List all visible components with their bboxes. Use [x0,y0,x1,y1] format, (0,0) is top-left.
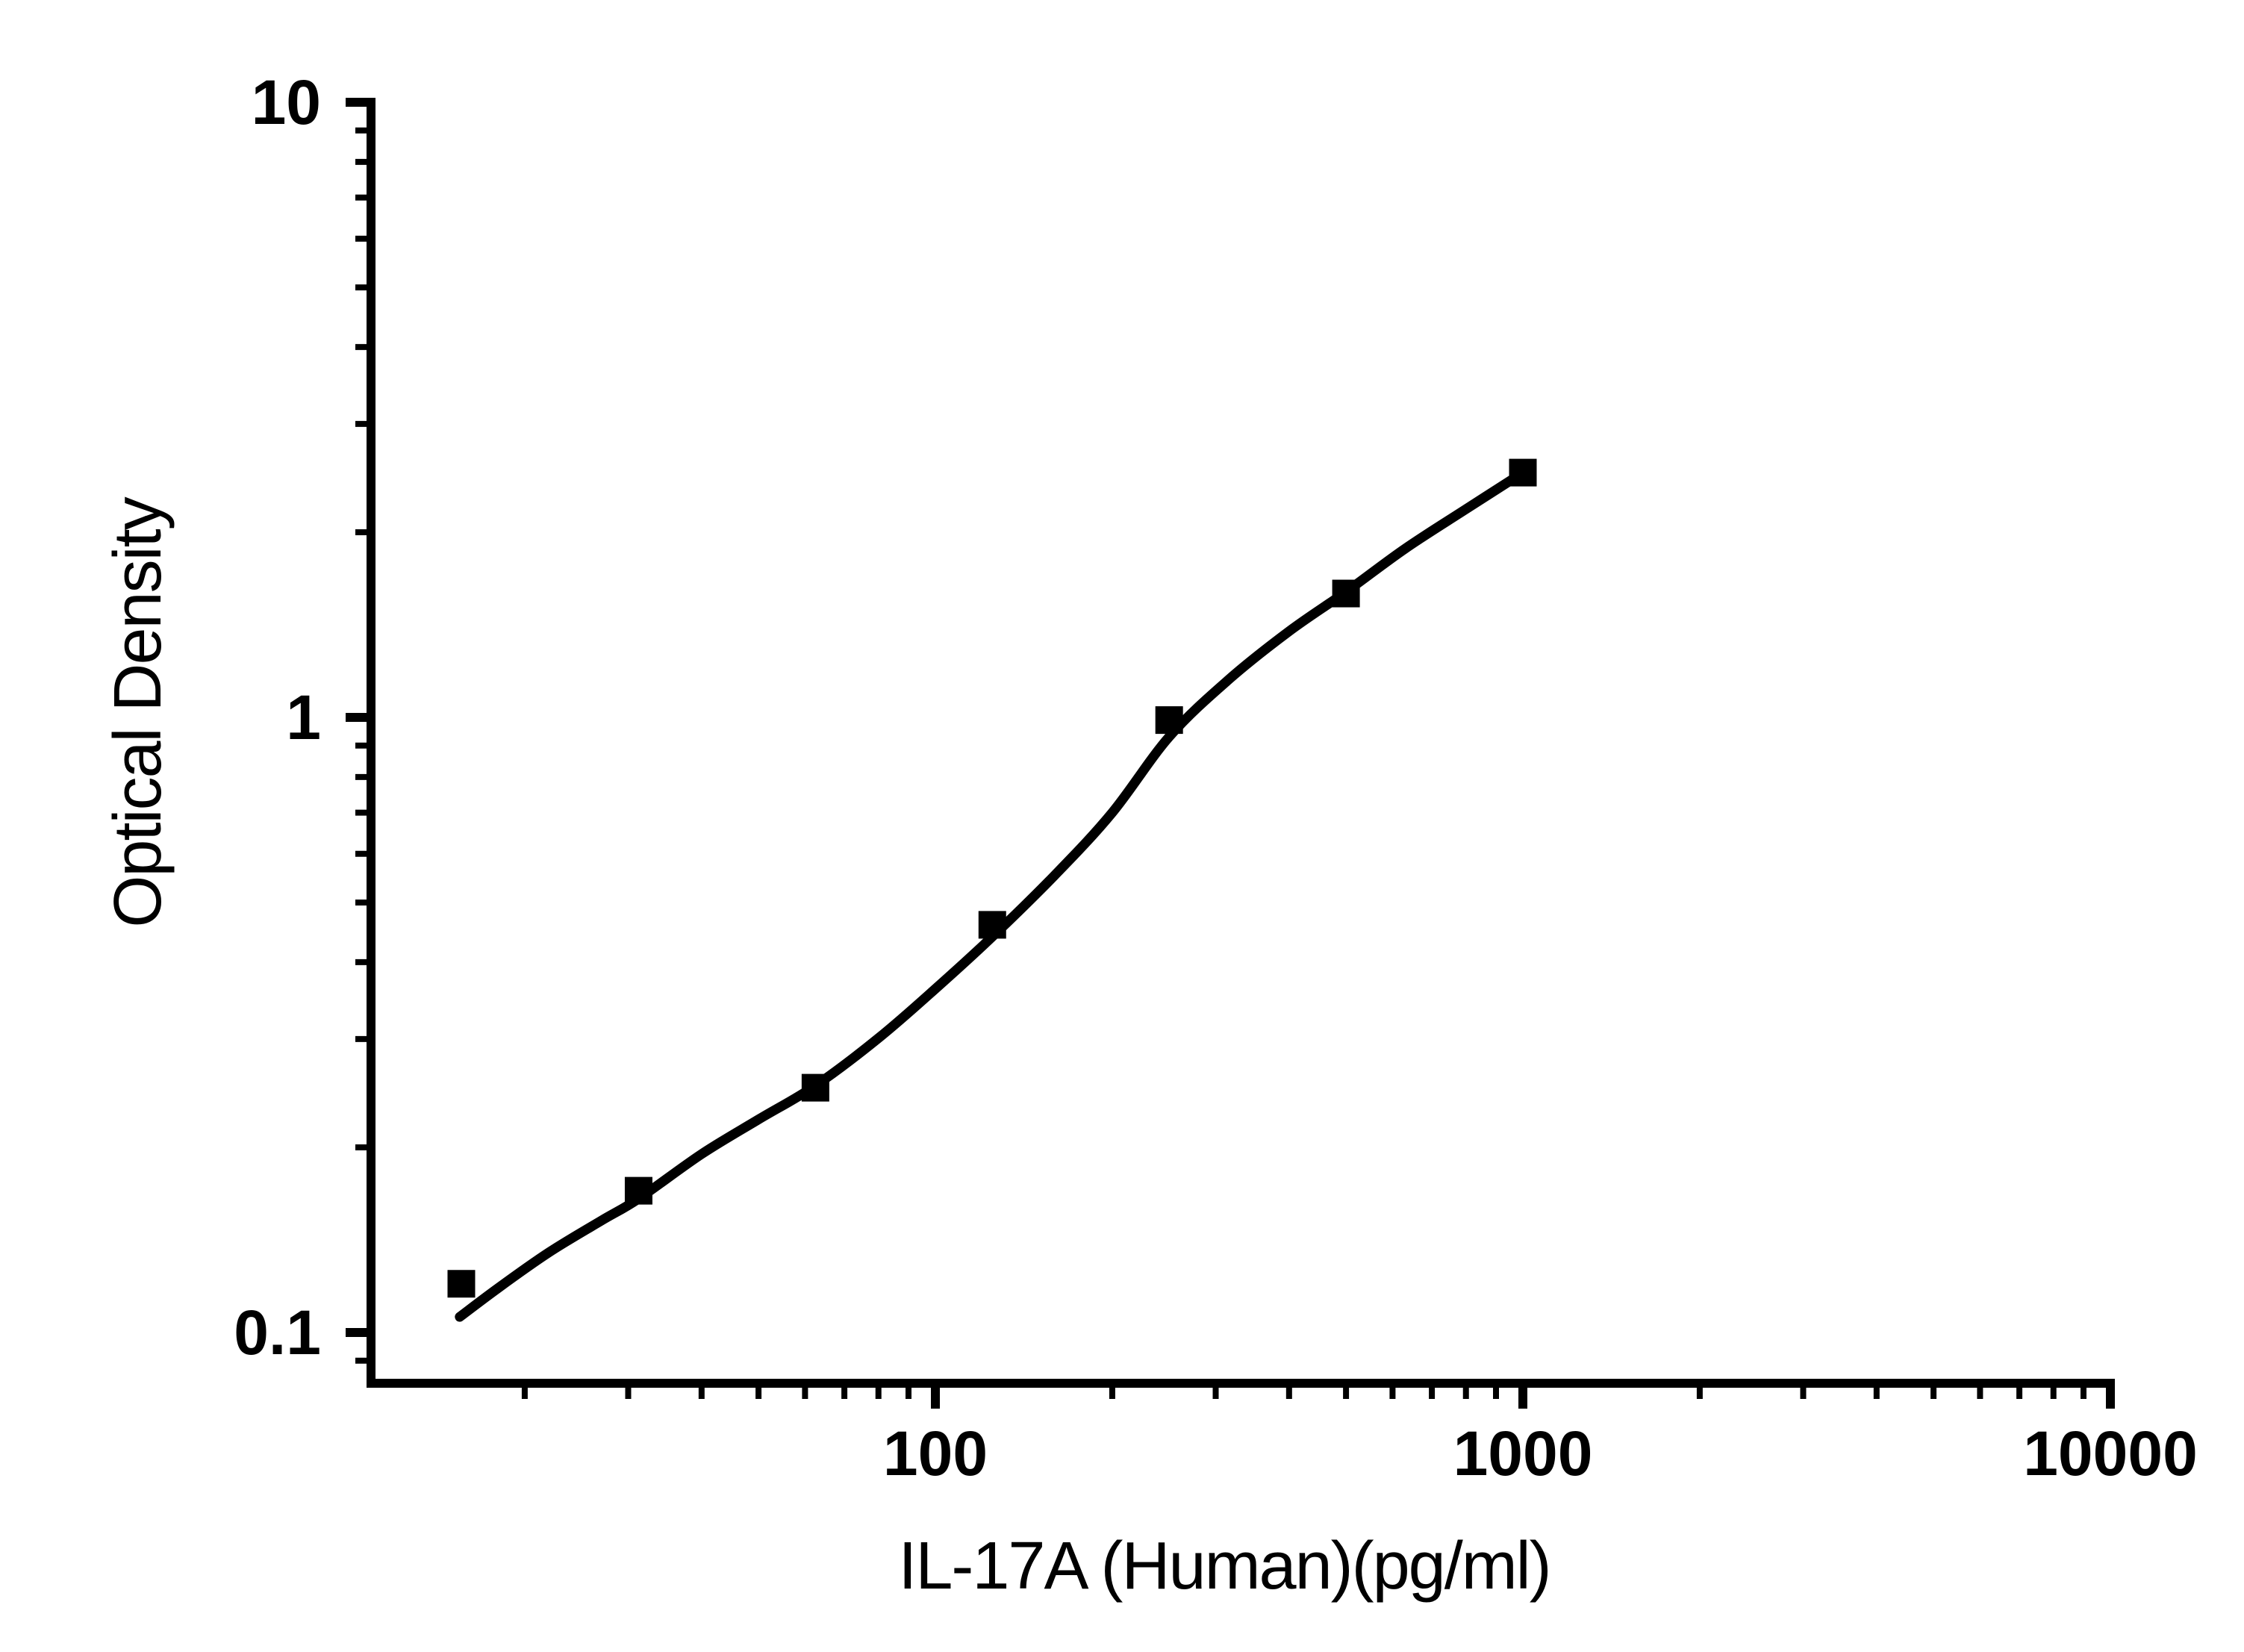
data-point [1155,706,1183,735]
data-point [978,911,1006,939]
x-tick-label-100: 100 [882,1418,988,1489]
data-point [624,1176,652,1205]
fit-curve [455,467,1528,1322]
x-tick-label-10000: 10000 [2023,1418,2198,1489]
y-tick-label-1: 1 [286,682,321,752]
data-point [447,1270,476,1298]
y-axis-title: Optical Density [101,498,175,928]
y-tick-label-0.1: 0.1 [234,1297,321,1368]
y-tick-label-10: 10 [251,67,321,137]
data-point [801,1073,829,1102]
x-tick-label-1000: 1000 [1453,1418,1593,1489]
data-point [1509,458,1537,487]
x-axis-title: IL-17A (Human)(pg/ml) [898,1529,1551,1603]
data-point [1332,579,1360,608]
